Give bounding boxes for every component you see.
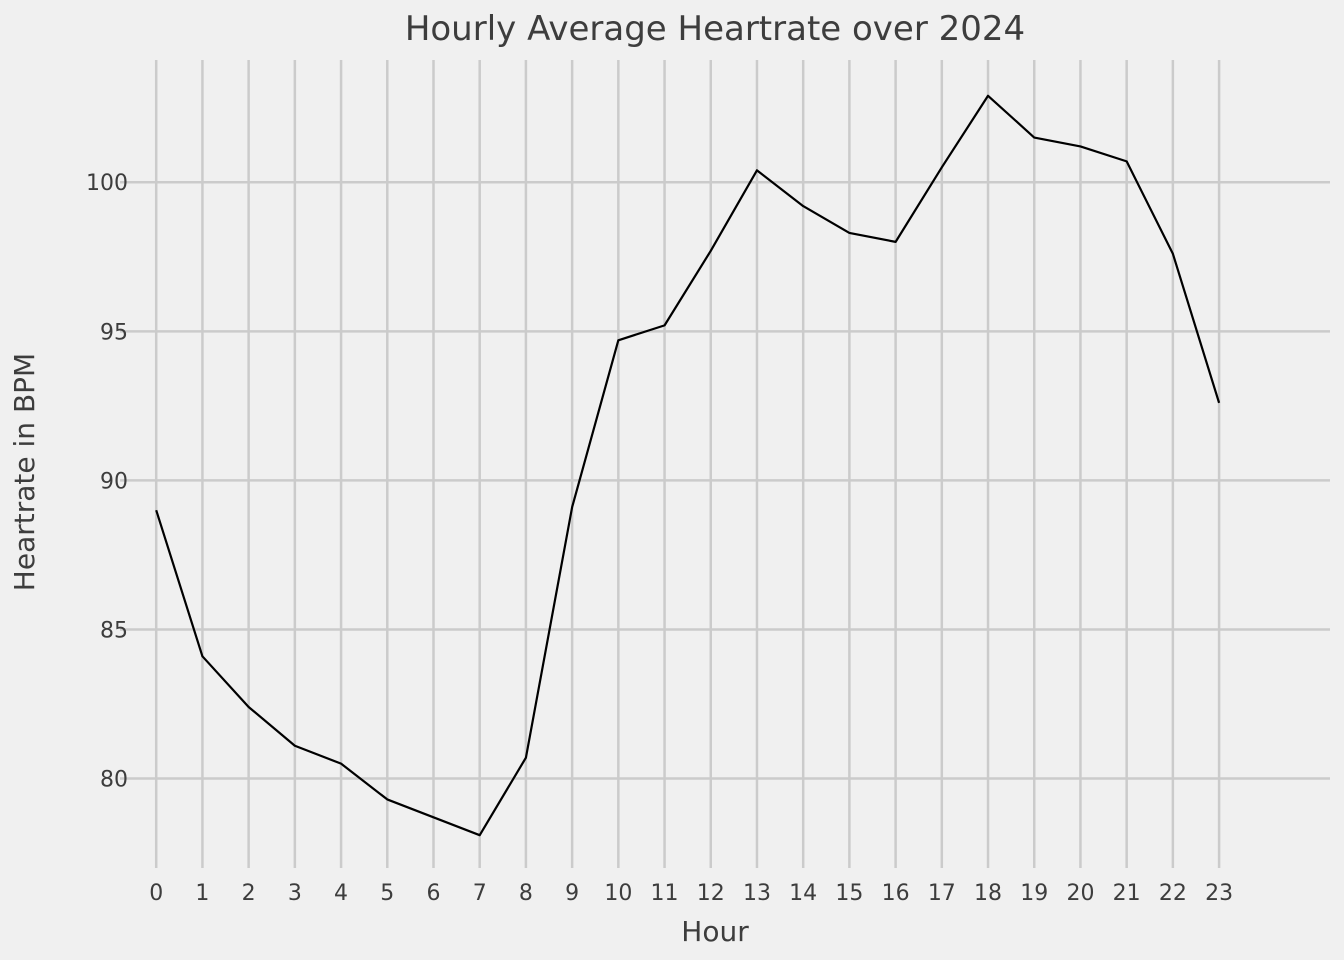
x-tick-label: 23 [1205, 881, 1233, 906]
x-tick-label: 14 [789, 881, 817, 906]
x-tick-label: 1 [195, 881, 209, 906]
x-tick-label: 0 [149, 881, 163, 906]
y-tick-label: 80 [100, 768, 128, 793]
x-axis-label: Hour [681, 915, 749, 948]
x-tick-label: 4 [334, 881, 348, 906]
x-tick-label: 22 [1159, 881, 1187, 906]
x-tick-label: 3 [288, 881, 302, 906]
x-tick-label: 11 [651, 881, 679, 906]
y-tick-labels: 80 85 90 95 100 [86, 171, 128, 792]
x-tick-label: 18 [974, 881, 1002, 906]
chart-title: Hourly Average Heartrate over 2024 [405, 9, 1025, 49]
y-tick-label: 95 [100, 320, 128, 345]
vertical-gridlines [154, 60, 1221, 868]
x-tick-label: 7 [473, 881, 487, 906]
x-tick-label: 12 [697, 881, 725, 906]
x-tick-label: 21 [1113, 881, 1141, 906]
x-tick-label: 16 [882, 881, 910, 906]
horizontal-gridlines [120, 180, 1330, 780]
x-tick-label: 9 [565, 881, 579, 906]
y-tick-label: 90 [100, 469, 128, 494]
x-tick-label: 5 [380, 881, 394, 906]
series-line [155, 94, 1221, 837]
x-tick-label: 8 [519, 881, 533, 906]
y-axis-label: Heartrate in BPM [8, 353, 41, 591]
y-tick-label: 100 [86, 171, 128, 196]
x-tick-label: 10 [604, 881, 632, 906]
x-tick-label: 15 [835, 881, 863, 906]
x-tick-label: 20 [1066, 881, 1094, 906]
x-tick-labels: 0 1 2 3 4 5 6 7 8 9 10 11 12 13 14 15 16 17 18 19 20 21 22 23 [149, 881, 1233, 906]
series-layer [155, 94, 1221, 837]
x-tick-label: 13 [743, 881, 771, 906]
x-tick-label: 6 [426, 881, 440, 906]
x-tick-label: 17 [928, 881, 956, 906]
x-tick-label: 19 [1020, 881, 1048, 906]
x-tick-label: 2 [242, 881, 256, 906]
y-tick-label: 85 [100, 618, 128, 643]
